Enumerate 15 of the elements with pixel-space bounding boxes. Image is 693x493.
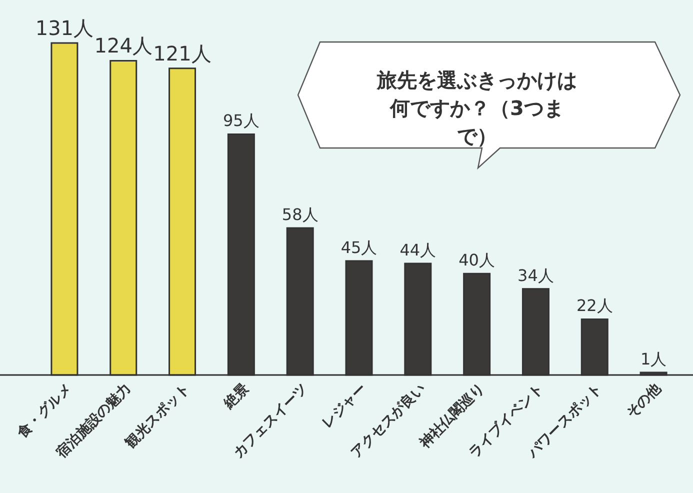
text: 旅先を選ぶきっかけは何ですか？（3つまで）	[376, 67, 578, 150]
data-label: 1人	[640, 349, 667, 368]
data-label: 40人	[458, 250, 495, 270]
data-label: 45人	[340, 238, 378, 257]
x-tick-label: レジャー	[318, 380, 370, 432]
data-label: 131人	[35, 16, 94, 40]
data-label: 124人	[94, 34, 152, 58]
data-label: 22人	[576, 296, 613, 316]
data-label: 34人	[518, 266, 554, 285]
data-label: 95人	[223, 111, 260, 130]
x-tick-label: 絶景	[220, 380, 252, 412]
data-label: 44人	[400, 240, 436, 260]
x-tick-label: その他	[623, 380, 666, 422]
data-label: 58人	[282, 205, 318, 224]
data-label: 121人	[153, 41, 212, 66]
